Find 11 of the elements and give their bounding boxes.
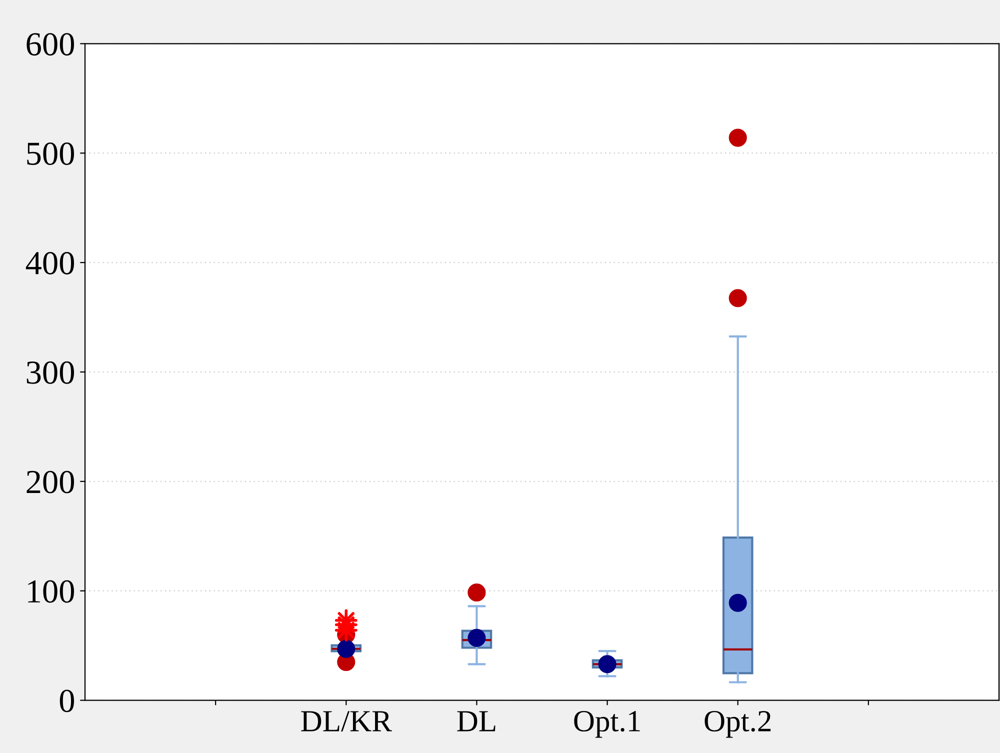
- x-tick-label: DL: [457, 711, 496, 732]
- y-tick-label: 500: [27, 142, 74, 166]
- y-tick-label: 200: [26, 470, 74, 494]
- y-tick-label: 400: [26, 252, 74, 274]
- x-tick-label: Opt.1: [574, 710, 640, 738]
- y-tick-label: 100: [28, 580, 74, 603]
- y-tick-label: 300: [26, 361, 74, 384]
- x-tick-label: DL/KR: [301, 711, 392, 732]
- y-tick-label: 0: [60, 690, 74, 712]
- y-tick-label: 600: [26, 33, 74, 56]
- x-tick-label: Opt.2: [704, 710, 771, 738]
